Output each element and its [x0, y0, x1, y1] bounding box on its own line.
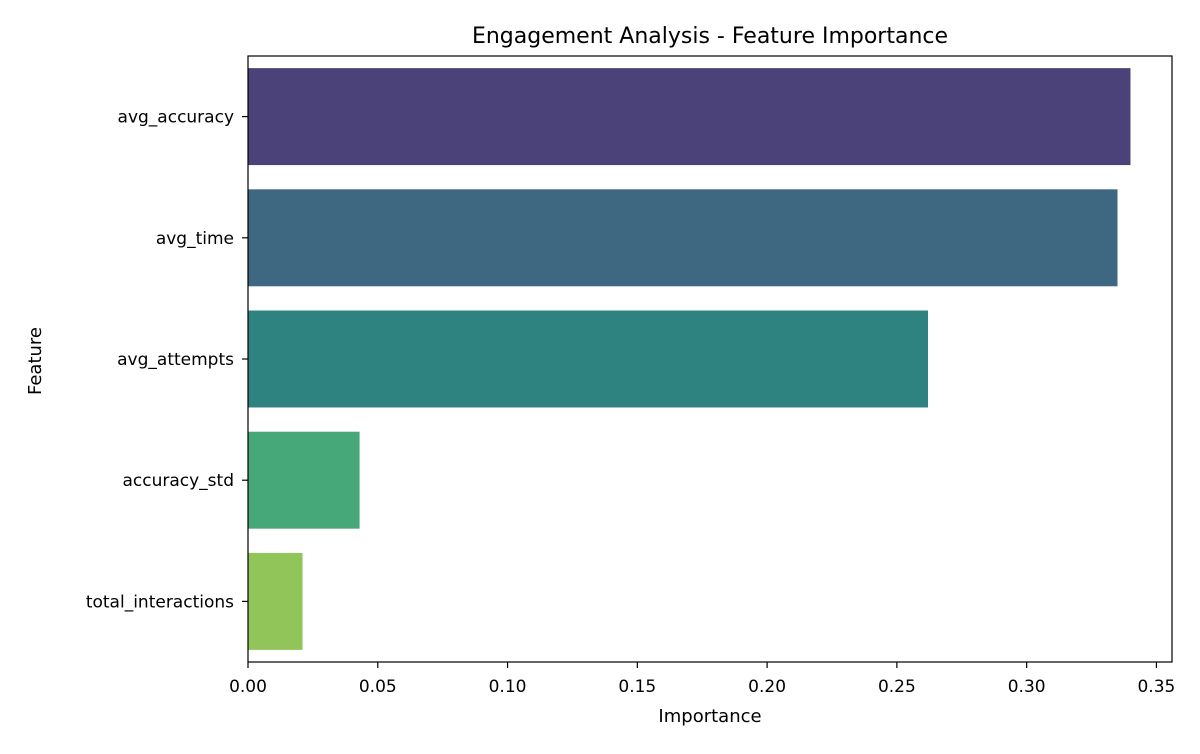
x-tick-label: 0.35: [1137, 677, 1175, 697]
x-tick-label: 0.25: [878, 677, 916, 697]
bar-avg_attempts: [248, 310, 929, 408]
y-tick-label: avg_accuracy: [118, 108, 234, 128]
x-axis-label: Importance: [658, 706, 761, 727]
bar-accuracy_std: [248, 431, 360, 529]
y-tick-label: total_interactions: [86, 592, 234, 612]
x-tick-label: 0.15: [618, 677, 656, 697]
bars-layer: [248, 68, 1131, 650]
x-tick-label: 0.10: [489, 677, 527, 697]
x-tick-label: 0.30: [1008, 677, 1046, 697]
bar-total_interactions: [248, 552, 303, 650]
x-tick-label: 0.05: [359, 677, 397, 697]
x-tick-label: 0.00: [229, 677, 267, 697]
y-tick-label: avg_time: [156, 229, 234, 249]
y-axis-label: Feature: [25, 327, 46, 395]
bar-avg_accuracy: [248, 68, 1131, 166]
x-tick-label: 0.20: [748, 677, 786, 697]
chart-title: Engagement Analysis - Feature Importance: [472, 24, 948, 49]
y-tick-label: accuracy_std: [122, 471, 234, 491]
plot-frame: [247, 55, 1173, 663]
bar-avg_time: [248, 189, 1118, 287]
y-tick-label: avg_attempts: [117, 350, 234, 370]
x-axis-ticks: 0.00 0.05 0.10 0.15 0.20 0.25 0.30 0.35: [229, 662, 1175, 697]
y-axis-ticks: avg_accuracy avg_time avg_attempts accuracy…: [86, 108, 248, 612]
